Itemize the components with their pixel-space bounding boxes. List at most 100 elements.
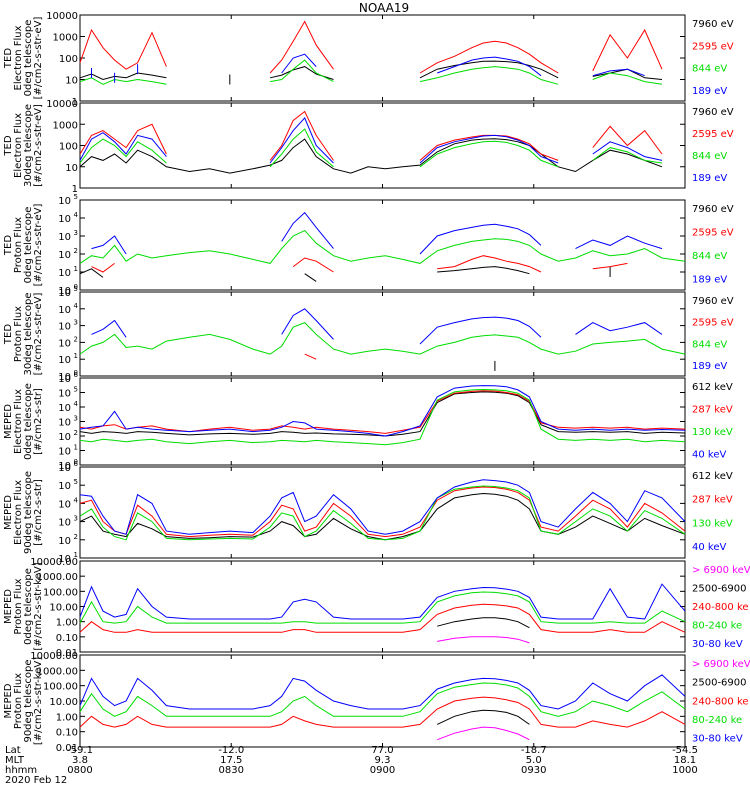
legend-entry: 189 eV (692, 173, 727, 184)
y-tick-label: 1.00 (56, 712, 78, 723)
legend-entry: 2500-6900 (692, 583, 747, 594)
series-4 (91, 211, 663, 255)
y-axis-label: MEPED (3, 495, 14, 530)
y-axis-label: 0deg telescope (23, 568, 34, 645)
series-line (592, 72, 663, 85)
series-4 (79, 479, 686, 535)
y-tick-label: 10 (58, 232, 71, 243)
y-axis-label: 90deg telescope (23, 471, 34, 554)
series-line (419, 316, 542, 345)
panel-frame (79, 377, 686, 466)
y-tick-exponent: 4 (74, 302, 79, 310)
legend-entry: 7960 eV (692, 107, 734, 118)
footer-tick-time: 0830 (219, 765, 244, 776)
legend-entry: > 6900 keV (692, 659, 750, 670)
series-1 (79, 492, 686, 541)
legend-entry: 287 keV (692, 405, 733, 416)
y-tick-label: 10 (58, 481, 71, 492)
series-line (592, 262, 628, 270)
series-line (79, 138, 167, 164)
series-line (79, 603, 686, 633)
series-2 (79, 110, 663, 161)
legend-entry: 612 keV (692, 382, 733, 393)
y-tick-label: 100 (59, 142, 78, 153)
series-3 (79, 59, 663, 85)
legend-entry: 612 keV (692, 471, 733, 482)
y-axis-label: MEPED (3, 404, 14, 439)
y-tick-label: 10 (58, 418, 71, 429)
series-line (437, 617, 530, 629)
series-line (79, 486, 686, 538)
series-2 (304, 353, 317, 360)
series-5 (79, 583, 686, 620)
y-axis-label: 30deg telescope (23, 104, 34, 187)
panel-1: 1 10 100 1000 10000 TED Electron Flux 0deg tele… (3, 11, 734, 108)
y-tick-label: 1000.00 (37, 572, 78, 583)
y-tick-exponent: 4 (74, 400, 79, 408)
y-tick-exponent: 0 (74, 458, 78, 466)
y-tick-exponent: 3 (74, 319, 78, 327)
y-tick-label: 100 (59, 54, 78, 65)
y-tick-label: 10 (58, 461, 71, 472)
series-line (79, 391, 686, 437)
y-tick-exponent: 0 (74, 283, 78, 291)
series-line (269, 128, 334, 168)
series-line (419, 60, 559, 79)
y-tick-label: 10 (58, 389, 71, 400)
series-3 (79, 322, 686, 355)
y-tick-label: 10 (58, 322, 71, 333)
y-tick-label: 10 (65, 163, 78, 174)
series-line (575, 235, 663, 250)
y-tick-exponent: 1 (74, 444, 78, 452)
y-tick-label: 10 (58, 268, 71, 279)
y-axis-label: [#/cm2-s-str] (33, 388, 44, 455)
y-axis-label: Proton Flux (13, 306, 24, 362)
series-line (269, 20, 334, 74)
y-tick-label: 0.10 (56, 728, 78, 739)
legend-entry: 7960 eV (692, 19, 734, 30)
legend-entry: 2595 eV (692, 129, 734, 140)
panel-frame (79, 291, 686, 377)
y-tick-label: 1000 (53, 33, 78, 44)
series-1 (437, 636, 530, 644)
series-line (437, 266, 530, 275)
y-axis-label: MEPED (3, 683, 14, 718)
series-line (419, 140, 559, 168)
series-4 (79, 116, 663, 164)
y-tick-exponent: 1 (74, 265, 78, 273)
y-tick-label: 10 (58, 250, 71, 261)
y-axis-label: MEPED (3, 589, 14, 624)
footer-tick-mlt: 3.8 (72, 755, 88, 766)
series-2 (79, 486, 686, 538)
legend-entry: 2595 eV (692, 318, 734, 329)
series-1 (79, 60, 663, 85)
series-3 (79, 485, 686, 541)
y-tick-label: 10 (58, 536, 71, 547)
series-4 (91, 53, 645, 83)
y-axis-label: 0deg telescope (23, 383, 34, 460)
legend-entry: 7960 eV (692, 296, 734, 307)
series-line (79, 229, 686, 264)
y-tick-label: 10 (58, 214, 71, 225)
y-axis-label: [#/cm2-s-str-keV] (33, 562, 44, 650)
series-4 (79, 682, 686, 717)
y-axis-label: 90deg telescope (23, 659, 34, 742)
legend-entry: 80-240 ke (692, 715, 742, 726)
y-axis-label: TED (3, 48, 14, 69)
series-2 (436, 709, 530, 725)
y-axis-label: [#/cm2-s-str-eV] (33, 293, 44, 376)
series-line (592, 68, 645, 77)
series-line (437, 255, 542, 273)
y-tick-label: 1 (72, 97, 78, 108)
legend-entry: 240-800 ke (692, 602, 749, 613)
footer-row-label: MLT (5, 755, 25, 766)
footer-date: 2020 Feb 12 (5, 775, 67, 786)
series-line (304, 273, 317, 282)
panel-2: 1 10 100 1000 10000 TED Electron Flux 30deg tel… (3, 99, 734, 195)
y-tick-label: 10 (58, 518, 71, 529)
y-axis-label: Electron Flux (13, 113, 24, 178)
series-line (575, 322, 663, 335)
